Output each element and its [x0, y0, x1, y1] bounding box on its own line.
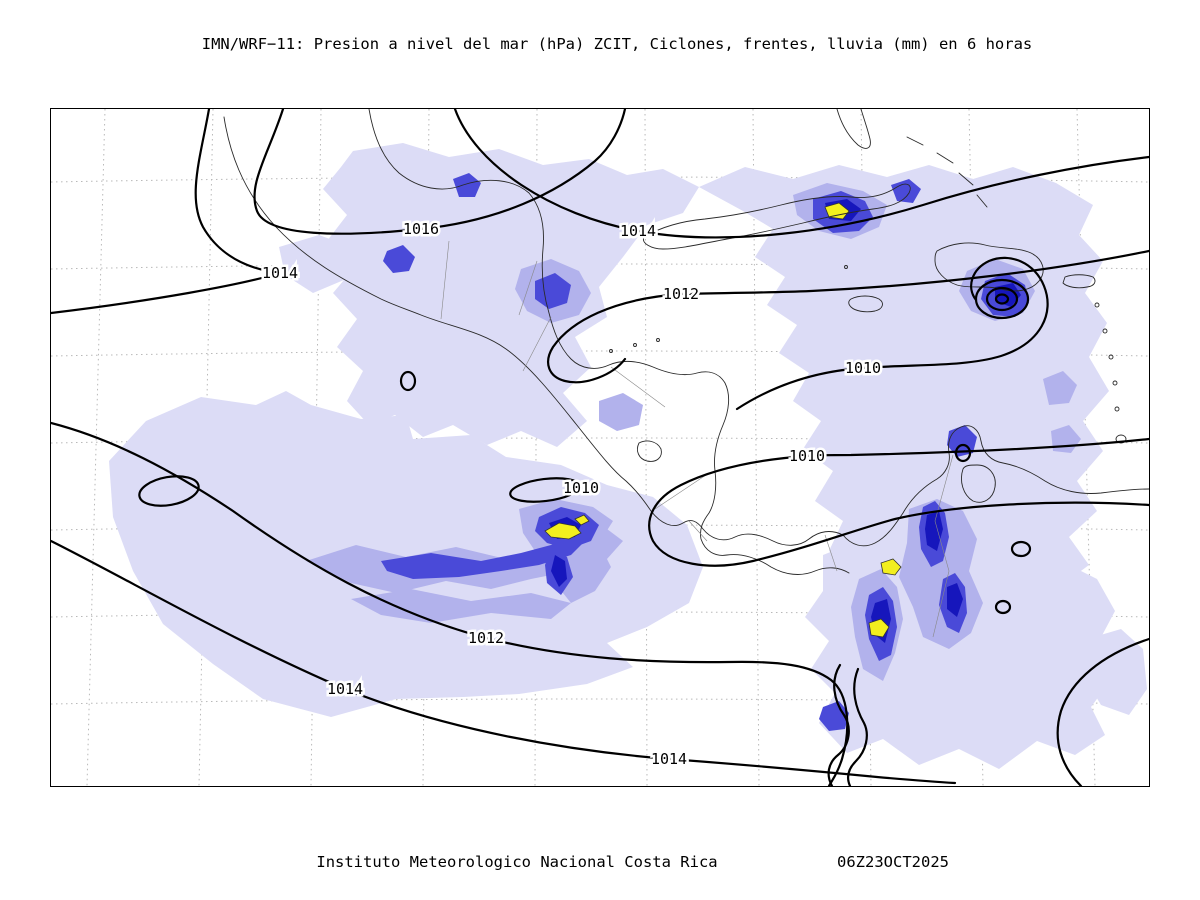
island [906, 136, 988, 208]
front-line [846, 667, 868, 786]
border-line [518, 260, 538, 316]
border-line [610, 366, 666, 408]
precip-max-spot [868, 618, 890, 638]
footer-institution: Instituto Meteorologico Nacional Costa R… [316, 853, 718, 871]
island [1112, 380, 1118, 386]
graticule-line [51, 698, 1149, 705]
graticule-line [86, 109, 106, 786]
cyclone-ring [974, 278, 1030, 320]
coastline [934, 242, 1044, 292]
graticule-line [51, 350, 1149, 357]
closed-low-contour [1010, 540, 1032, 558]
isobar-line [253, 109, 627, 235]
precip-max-spot [880, 558, 902, 576]
isobar-label: 1010 [563, 479, 599, 497]
isobar-label: 1014 [262, 264, 298, 282]
isobar-line [547, 249, 1149, 384]
coastline [842, 425, 1149, 547]
isobar-line [51, 109, 282, 315]
precip-blob [1043, 371, 1077, 405]
border-line [932, 454, 954, 638]
footer-timestamp: 06Z23OCT2025 [837, 853, 949, 871]
isobar-label: 1012 [663, 285, 699, 303]
precip-blob [279, 235, 413, 293]
precip-blob [925, 511, 943, 551]
precip-blob [891, 179, 921, 203]
cyclone-ring [994, 293, 1010, 305]
island [609, 349, 613, 353]
island [656, 338, 660, 342]
closed-low-contour [954, 443, 972, 463]
precip-blob [1083, 629, 1147, 715]
closed-low-contour [399, 370, 417, 392]
precip-blob [947, 583, 963, 617]
cyclone-ring [985, 286, 1019, 312]
precip-max-spot [574, 514, 590, 526]
country-borders [440, 240, 954, 638]
map-frame: 1016 1014 1014 1012 1010 1010 1010 1012 … [50, 108, 1150, 787]
coastline [223, 116, 844, 546]
precip-blob [323, 143, 699, 447]
isobar-line [453, 109, 1149, 239]
isobar-label: 1010 [789, 447, 825, 465]
isobar-label: 1016 [403, 220, 439, 238]
coastline [643, 183, 911, 250]
island [1114, 406, 1120, 412]
precip-blob [819, 701, 849, 731]
weather-map-plot: 1016 1014 1014 1012 1010 1010 1010 1012 … [51, 109, 1149, 786]
precip-blob [381, 537, 585, 579]
isobar-line [51, 539, 957, 785]
precip-extreme-layer [544, 202, 902, 638]
border-line [654, 472, 710, 510]
precip-blob [453, 173, 481, 197]
coastline [961, 464, 996, 503]
front-line [827, 663, 850, 786]
precip-blob [351, 589, 571, 623]
precip-blob [383, 245, 415, 273]
coastline [848, 295, 883, 313]
graticule-line [51, 263, 1149, 270]
isobar-labels: 1016 1014 1014 1012 1010 1010 1010 1012 … [259, 218, 883, 771]
isobar-label: 1010 [845, 359, 881, 377]
isobar-line [1056, 637, 1149, 786]
precip-max-spot [544, 522, 582, 540]
coastline [368, 109, 850, 575]
precip-blob [699, 165, 1109, 587]
island [1115, 434, 1127, 444]
island [844, 265, 848, 269]
border-line [522, 316, 552, 372]
coastlines [223, 109, 1149, 575]
precip-blob [599, 393, 643, 431]
island [1102, 328, 1108, 334]
precip-max-spot [824, 202, 850, 220]
isobar-line [648, 437, 1149, 567]
island [633, 343, 637, 347]
page-title: IMN/WRF−11: Presion a nivel del mar (hPa… [201, 35, 1033, 53]
isobar-label: 1012 [468, 629, 504, 647]
isobar-label: 1014 [327, 680, 363, 698]
precip-blob [551, 555, 567, 587]
isobars [51, 109, 1149, 786]
isobar-line [735, 256, 1049, 411]
graticule-line [51, 176, 1149, 183]
border-line [440, 240, 450, 320]
cyclone-contours [974, 278, 1030, 320]
border-line [688, 520, 708, 542]
isobar-label: 1014 [620, 222, 656, 240]
island [1094, 302, 1100, 308]
closed-low-contour [509, 477, 581, 503]
closed-low-contour [138, 475, 200, 507]
island [1108, 354, 1114, 360]
precip-blob [535, 273, 571, 309]
closed-low-contour [994, 599, 1012, 615]
coastline [836, 109, 871, 149]
isobar-label: 1014 [651, 750, 687, 768]
precip-blob [109, 391, 703, 717]
coastline [1062, 274, 1096, 289]
coastline [636, 440, 662, 462]
